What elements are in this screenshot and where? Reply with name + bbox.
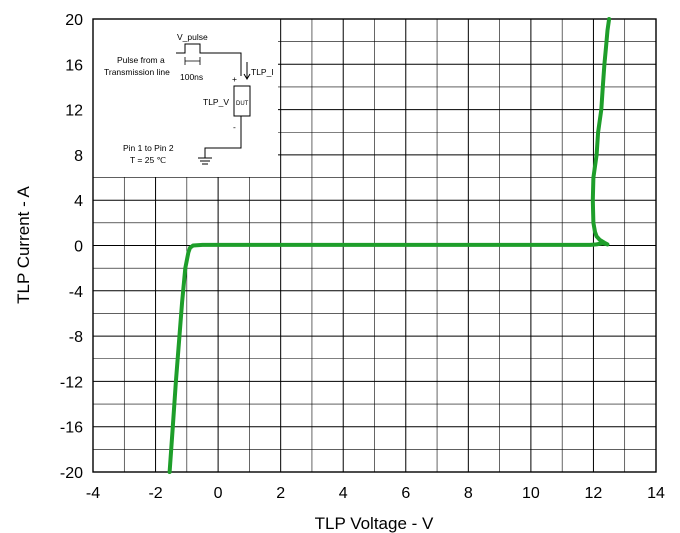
y-tick-label: 16	[65, 57, 83, 74]
inset-width-label: 100ns	[180, 72, 203, 82]
inset-dut-label: DUT	[236, 101, 249, 107]
y-tick-label: -8	[69, 329, 83, 346]
inset-source-line2: Transmission line	[104, 67, 170, 77]
inset-plus: +	[232, 74, 237, 84]
inset-temp-label: T = 25 ℃	[130, 155, 167, 165]
y-tick-label: -20	[60, 465, 83, 482]
width-marker	[184, 57, 201, 65]
current-arrow	[243, 62, 251, 80]
dut-box	[233, 85, 251, 117]
x-tick-label: -2	[148, 485, 162, 502]
y-tick-label: 12	[65, 103, 83, 120]
y-tick-label: 20	[65, 12, 83, 29]
x-tick-label: 14	[647, 485, 665, 502]
x-tick-label: -4	[86, 485, 100, 502]
inset-current-label: TLP_I	[251, 67, 274, 77]
x-tick-label: 12	[585, 485, 603, 502]
inset-pulse-label: V_pulse	[177, 32, 208, 42]
x-tick-label: 4	[339, 485, 348, 502]
y-tick-label: -4	[69, 284, 83, 301]
plot-frame	[92, 18, 657, 473]
ground-icon	[198, 157, 212, 165]
x-tick-label: 10	[522, 485, 540, 502]
y-tick-label: -16	[60, 420, 83, 437]
y-axis-label: TLP Current - A	[14, 185, 33, 303]
y-tick-label: -12	[60, 374, 83, 391]
series-line	[167, 17, 612, 474]
inset-voltage-label: TLP_V	[203, 97, 229, 107]
x-tick-label: 8	[464, 485, 473, 502]
x-axis-ticks: -4 -2 0 2 4 6 8 10 12 14	[86, 485, 665, 502]
x-tick-label: 6	[401, 485, 410, 502]
x-tick-label: 2	[276, 485, 285, 502]
inset-schematic: V_pulse Pulse from a Transmission line 1…	[93, 19, 278, 177]
x-tick-label: 0	[214, 485, 223, 502]
bottom-wire	[204, 116, 242, 158]
y-tick-label: 0	[74, 239, 83, 256]
pulse-waveform	[176, 43, 209, 54]
inset-minus: -	[233, 122, 236, 132]
x-axis-label: TLP Voltage - V	[315, 514, 434, 533]
top-wire	[209, 52, 242, 76]
inset-source-line1: Pulse from a	[117, 55, 165, 65]
inset-pin-label: Pin 1 to Pin 2	[123, 143, 174, 153]
y-tick-label: 4	[74, 193, 83, 210]
y-axis-ticks: 20 16 12 8 4 0 -4 -8 -12 -16 -20	[60, 12, 83, 482]
y-tick-label: 8	[74, 148, 83, 165]
